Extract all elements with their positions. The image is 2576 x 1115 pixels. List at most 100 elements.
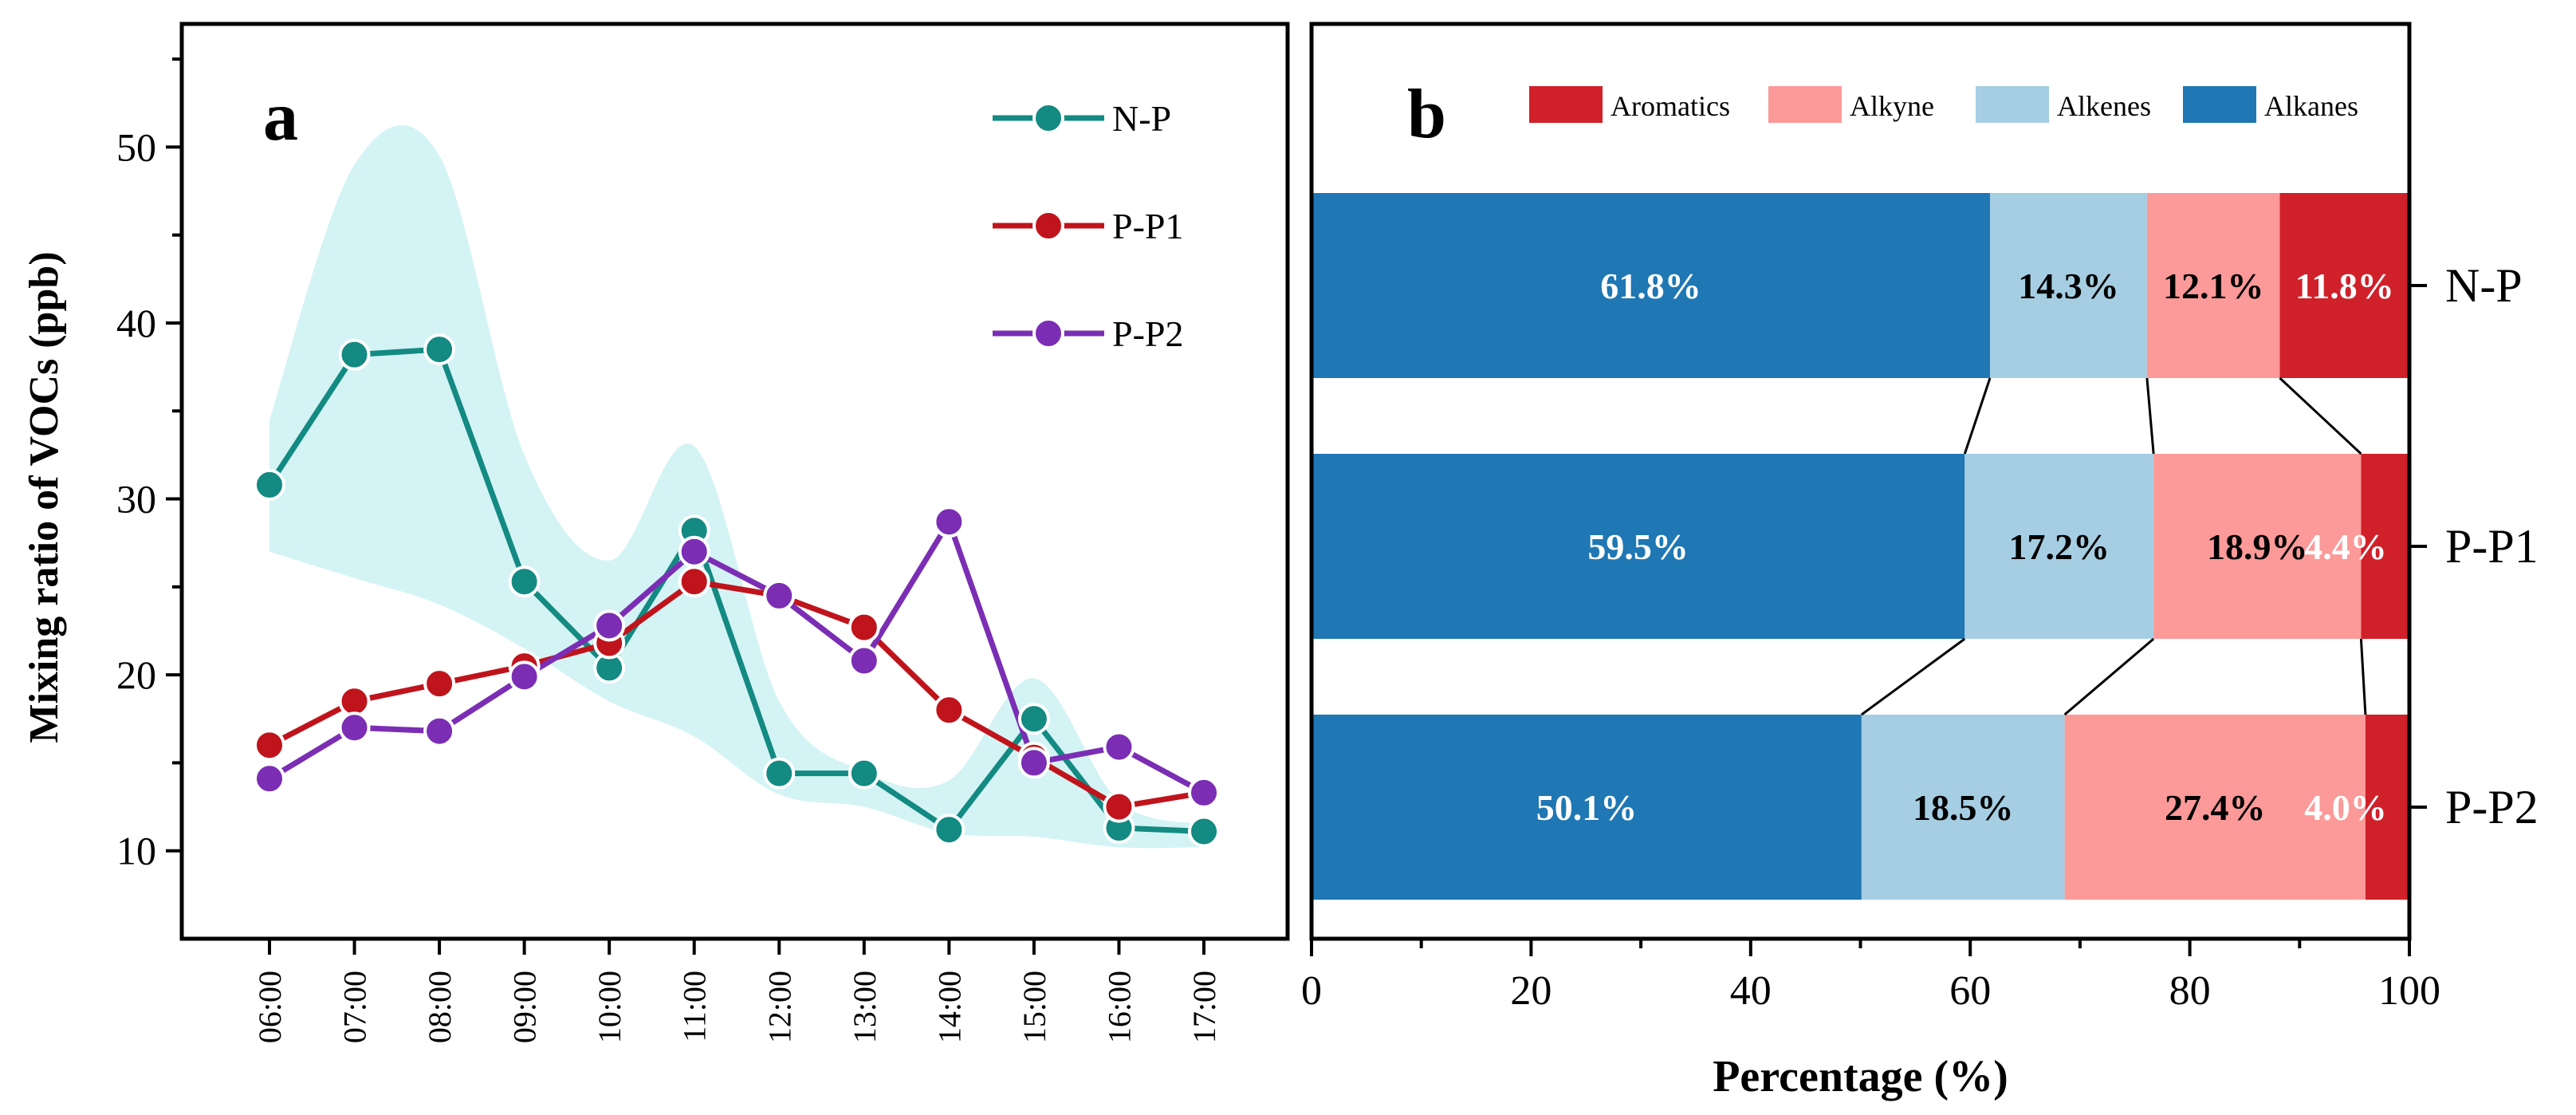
category-label-p-p2: P-P2 bbox=[2445, 781, 2539, 833]
y-tick-label: 50 bbox=[116, 124, 156, 169]
data-point-p-p1 bbox=[423, 668, 456, 700]
data-point-p-p2 bbox=[423, 715, 456, 747]
bar-segment-alkenes bbox=[1861, 715, 2065, 900]
bar-segment-alkenes bbox=[1989, 193, 2147, 378]
legend-marker-p-p2 bbox=[1032, 317, 1064, 349]
legend-label-alkyne: Alkyne bbox=[1850, 90, 1934, 122]
legend-swatch-alkanes bbox=[2183, 86, 2256, 123]
data-label-aromatics: 4.4% bbox=[2304, 526, 2387, 567]
legend-label-alkanes: Alkanes bbox=[2264, 90, 2358, 122]
connector-line bbox=[1860, 637, 1966, 716]
data-point-p-p1 bbox=[1103, 790, 1135, 823]
bar-segment-alkanes bbox=[1312, 454, 1965, 639]
data-point-n-p bbox=[423, 333, 456, 366]
x-tick-label: 60 bbox=[1949, 968, 1991, 1014]
data-point-p-p2 bbox=[338, 711, 371, 744]
bar-segment-alkyne bbox=[2146, 193, 2280, 378]
connector-line bbox=[2279, 376, 2362, 455]
data-point-p-p2 bbox=[678, 535, 710, 568]
legend-marker-p-p1 bbox=[1032, 210, 1064, 242]
data-label-aromatics: 11.8% bbox=[2295, 266, 2394, 306]
data-point-p-p1 bbox=[848, 611, 880, 644]
y-axis-label: Mixing ratio of VOCs (ppb) bbox=[22, 251, 67, 743]
data-label-alkanes: 59.5% bbox=[1587, 526, 1689, 567]
category-label-n-p: N-P bbox=[2445, 259, 2523, 312]
x-tick-label: 80 bbox=[2169, 968, 2211, 1014]
data-point-p-p2 bbox=[933, 506, 966, 538]
panel-label-b: b bbox=[1407, 76, 1446, 153]
data-label-alkyne: 27.4% bbox=[2165, 787, 2266, 828]
bar-segment-alkyne bbox=[2064, 715, 2366, 900]
bar-segment-alkanes bbox=[1312, 193, 1990, 378]
data-point-n-p bbox=[848, 757, 880, 790]
y-tick-label: 10 bbox=[116, 829, 156, 873]
data-label-alkyne: 18.9% bbox=[2207, 526, 2308, 567]
bar-segment-aromatics bbox=[2279, 193, 2409, 378]
data-point-n-p bbox=[254, 468, 285, 501]
panel-a-frame bbox=[179, 22, 1290, 941]
x-tick-label: 07:00 bbox=[337, 971, 373, 1043]
data-point-n-p bbox=[1188, 815, 1220, 848]
x-tick-label: 100 bbox=[2378, 968, 2440, 1014]
panel-label-a: a bbox=[263, 78, 298, 156]
x-tick-label: 14:00 bbox=[931, 971, 967, 1043]
y-tick-label: 40 bbox=[116, 301, 156, 345]
data-point-n-p bbox=[508, 565, 541, 598]
data-label-alkenes: 18.5% bbox=[1913, 787, 2014, 828]
data-point-p-p2 bbox=[1188, 776, 1220, 809]
legend-label-alkenes: Alkenes bbox=[2057, 90, 2151, 122]
bar-segment-aromatics bbox=[2365, 715, 2409, 900]
connector-line bbox=[2063, 637, 2155, 716]
legend-label-aromatics: Aromatics bbox=[1610, 90, 1730, 122]
x-tick-label: 40 bbox=[1730, 968, 1772, 1014]
connector-line bbox=[1963, 377, 1992, 455]
data-point-n-p bbox=[1017, 703, 1050, 735]
data-label-alkanes: 50.1% bbox=[1536, 787, 1638, 828]
x-tick-label: 15:00 bbox=[1017, 971, 1052, 1043]
y-tick-label: 30 bbox=[116, 477, 156, 522]
data-label-alkenes: 14.3% bbox=[2018, 266, 2119, 306]
x-tick-label: 08:00 bbox=[422, 971, 458, 1043]
data-point-p-p2 bbox=[1017, 747, 1050, 779]
panel-b-stacked-bar-chart: 61.8% 14.3% 12.1% 11.8% 59.5% 17.2% 18.9%4.4% 5… bbox=[1301, 22, 2539, 1101]
data-point-p-p1 bbox=[338, 685, 371, 718]
x-tick-label: 17:00 bbox=[1186, 971, 1222, 1043]
data-point-n-p bbox=[763, 757, 796, 790]
data-point-p-p1 bbox=[254, 729, 285, 762]
legend-swatch-aromatics bbox=[1529, 86, 1603, 123]
bar-segment-alkyne bbox=[2153, 454, 2362, 639]
legend-label-p-p2: P-P2 bbox=[1112, 313, 1183, 354]
data-point-p-p2 bbox=[508, 660, 541, 693]
category-label-p-p1: P-P1 bbox=[2445, 520, 2539, 573]
data-point-p-p1 bbox=[678, 565, 710, 598]
data-point-p-p1 bbox=[933, 694, 966, 727]
data-label-alkenes: 17.2% bbox=[2008, 526, 2110, 567]
legend-label-p-p1: P-P1 bbox=[1112, 206, 1183, 246]
legend-marker-n-p bbox=[1032, 102, 1064, 134]
x-tick-label: 09:00 bbox=[507, 971, 543, 1043]
data-label-alkanes: 61.8% bbox=[1600, 266, 1701, 306]
x-axis-label: Percentage (%) bbox=[1713, 1052, 2008, 1101]
x-tick-label: 16:00 bbox=[1101, 971, 1137, 1043]
data-point-p-p2 bbox=[593, 609, 626, 642]
bar-segment-alkenes bbox=[1964, 454, 2154, 639]
connector-line bbox=[2145, 377, 2155, 455]
n-p-range-band bbox=[269, 124, 1204, 849]
bar-segment-aromatics bbox=[2361, 454, 2409, 639]
data-point-n-p bbox=[933, 814, 966, 846]
bar-segment-alkanes bbox=[1312, 715, 1862, 900]
y-tick-label: 20 bbox=[116, 652, 156, 697]
legend-swatch-alkenes bbox=[1976, 86, 2049, 123]
data-point-p-p2 bbox=[1103, 731, 1135, 763]
data-label-aromatics: 4.0% bbox=[2304, 787, 2387, 828]
data-point-n-p bbox=[338, 338, 371, 371]
data-point-p-p2 bbox=[848, 644, 880, 677]
legend-label-n-p: N-P bbox=[1112, 98, 1171, 139]
x-tick-label: 0 bbox=[1301, 968, 1322, 1014]
x-tick-label: 10:00 bbox=[592, 971, 627, 1043]
x-tick-label: 20 bbox=[1510, 968, 1551, 1014]
panel-a-line-chart: 10 20 30 40 50 06:00 07:00 08:00 09:00 10:00 11:00… bbox=[22, 22, 1290, 1043]
x-tick-label: 11:00 bbox=[677, 971, 713, 1042]
data-point-p-p2 bbox=[254, 762, 285, 795]
